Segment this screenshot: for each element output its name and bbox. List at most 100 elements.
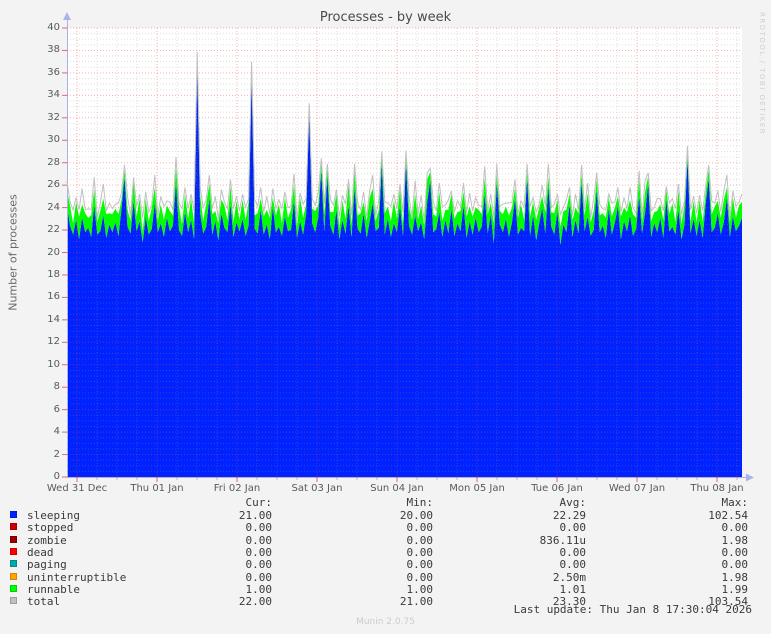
stat-value-max: 0.00 <box>721 521 749 535</box>
stat-value-avg: 2.50m <box>552 570 586 584</box>
stat-value-avg: 0.00 <box>559 558 587 572</box>
legend-label: stopped <box>27 521 74 535</box>
y-tick-label: 34 <box>47 89 60 101</box>
x-tick-label: Tue 06 Jan <box>531 483 583 494</box>
process-chart <box>62 12 754 482</box>
y-tick-label: 22 <box>47 224 60 236</box>
legend-label: runnable <box>27 583 80 597</box>
stat-value-cur: 0.00 <box>245 558 273 572</box>
legend-row: runnable 1.00 1.00 1.01 1.99 <box>0 583 771 597</box>
stat-value-min: 0.00 <box>406 558 434 572</box>
x-tick-label: Sun 04 Jan <box>370 483 424 494</box>
y-tick-label: 10 <box>47 358 60 370</box>
legend-label: zombie <box>27 533 67 547</box>
x-tick-label: Wed 31 Dec <box>46 483 108 494</box>
legend-row: dead 0.00 0.00 0.00 0.00 <box>0 546 771 560</box>
stat-value-cur: 22.00 <box>238 595 272 609</box>
stat-value-avg: 23.30 <box>552 595 586 609</box>
x-tick-label: Wed 07 Jan <box>608 483 666 494</box>
stats-column-header: Min: <box>406 496 434 509</box>
legend-row: paging 0.00 0.00 0.00 0.00 <box>0 558 771 572</box>
stat-value-max: 0.00 <box>721 558 749 572</box>
legend-color-swatch <box>10 572 17 580</box>
legend-color-swatch <box>10 585 17 593</box>
legend-color-swatch <box>10 597 17 605</box>
stat-value-max: 1.98 <box>721 570 749 584</box>
y-tick-label: 26 <box>47 179 60 191</box>
stat-value-max: 1.98 <box>721 533 749 547</box>
legend-label: total <box>27 595 61 609</box>
stat-value-min: 20.00 <box>399 509 433 522</box>
stat-value-min: 0.00 <box>406 533 434 547</box>
y-tick-label: 6 <box>53 403 60 415</box>
stats-column-header: Avg: <box>559 496 587 509</box>
y-tick-label: 30 <box>47 134 60 146</box>
y-tick-label: 20 <box>47 246 60 258</box>
chart-title: Processes - by week <box>319 10 452 25</box>
total-line <box>66 51 743 222</box>
stat-value-avg: 0.00 <box>559 546 587 560</box>
stat-value-cur: 21.00 <box>238 509 272 522</box>
legend-row: zombie 0.00 0.00 836.11u 1.98 <box>0 533 771 547</box>
stat-value-max: 0.00 <box>721 546 749 560</box>
y-tick-label: 36 <box>47 66 60 78</box>
y-tick-label: 18 <box>47 268 60 280</box>
legend-color-swatch <box>10 523 17 531</box>
legend-color-swatch <box>10 548 17 556</box>
stat-value-max: 103.54 <box>708 595 748 609</box>
legend-color-swatch <box>10 560 17 568</box>
stat-value-avg: 836.11u <box>539 533 586 547</box>
legend-color-swatch <box>10 511 17 518</box>
runnable-area <box>67 54 742 245</box>
stat-value-avg: 1.01 <box>559 583 587 597</box>
x-tick-label: Mon 05 Jan <box>449 483 505 494</box>
stat-value-min: 0.00 <box>406 546 434 560</box>
legend-label: dead <box>27 546 54 560</box>
y-tick-label: 16 <box>47 291 60 303</box>
stat-value-min: 0.00 <box>406 570 434 584</box>
y-tick-label: 40 <box>47 22 60 33</box>
x-axis-arrow <box>746 473 754 482</box>
y-axis-arrow <box>63 12 71 20</box>
stat-value-cur: 0.00 <box>245 533 273 547</box>
stats-column-header: Max: <box>721 496 749 509</box>
stat-value-cur: 0.00 <box>245 546 273 560</box>
x-tick-label: Sat 03 Jan <box>291 483 343 494</box>
sleeping-area <box>67 60 742 477</box>
y-tick-label: 8 <box>53 381 60 393</box>
y-tick-label: 4 <box>53 426 60 438</box>
rrdtool-watermark: RRDTOOL / TOBI OETIKER <box>758 12 766 136</box>
y-tick-label: 0 <box>53 471 60 482</box>
stat-value-avg: 22.29 <box>552 509 586 522</box>
legend-row: sleeping 21.00 20.00 22.29 102.54 <box>0 509 771 522</box>
stat-value-min: 21.00 <box>399 595 433 609</box>
last-update-text: Last update: Thu Jan 8 17:30:04 2026 <box>513 603 752 616</box>
legend-row: uninterruptible 0.00 0.00 2.50m 1.98 <box>0 570 771 584</box>
legend-label: sleeping <box>27 509 80 522</box>
legend-row: total 22.00 21.00 23.30 103.54 <box>0 595 771 609</box>
legend-color-swatch <box>10 535 17 543</box>
y-tick-label: 32 <box>47 111 60 123</box>
stat-value-cur: 0.00 <box>245 570 273 584</box>
legend-row: stopped 0.00 0.00 0.00 0.00 <box>0 521 771 535</box>
stat-value-cur: 1.00 <box>245 583 273 597</box>
y-tick-label: 28 <box>47 156 60 168</box>
y-tick-label: 14 <box>47 313 60 325</box>
legend-label: uninterruptible <box>27 570 127 584</box>
y-tick-label: 2 <box>53 448 60 460</box>
munin-version-text: Munin 2.0.75 <box>356 617 415 627</box>
stat-value-max: 102.54 <box>708 509 748 522</box>
x-tick-label: Thu 01 Jan <box>130 483 184 494</box>
y-tick-label: 12 <box>47 336 60 348</box>
y-tick-label: 38 <box>47 44 60 56</box>
stat-value-max: 1.99 <box>721 583 749 597</box>
stat-value-avg: 0.00 <box>559 521 587 535</box>
y-tick-label: 24 <box>47 201 60 213</box>
legend-label: paging <box>27 558 67 572</box>
x-tick-label: Thu 08 Jan <box>690 483 744 494</box>
x-tick-label: Fri 02 Jan <box>213 483 261 494</box>
stat-value-min: 0.00 <box>406 521 434 535</box>
stat-value-cur: 0.00 <box>245 521 273 535</box>
stats-column-header: Cur: <box>245 496 273 509</box>
